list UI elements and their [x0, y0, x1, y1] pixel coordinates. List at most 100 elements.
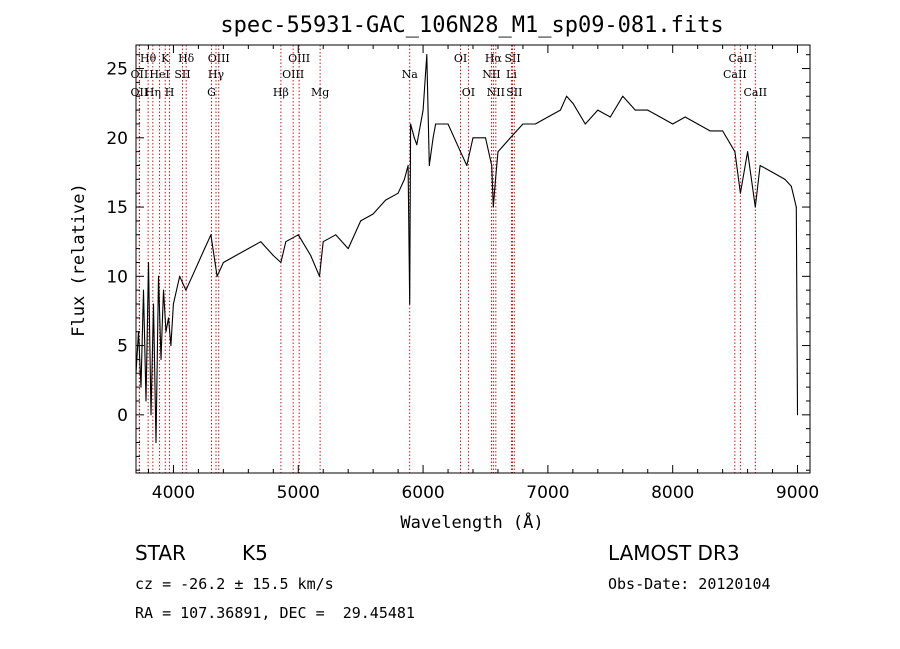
- data-point: [426, 54, 428, 56]
- y-tick-label: 20: [106, 129, 128, 149]
- line-marker-label-27: CaII: [743, 86, 767, 99]
- data-point: [160, 358, 162, 360]
- x-tick-label: 5000: [277, 483, 320, 503]
- data-point: [150, 414, 152, 416]
- data-point: [163, 289, 164, 291]
- data-point: [191, 275, 193, 277]
- x-tick-label: 8000: [651, 483, 694, 503]
- obs-date: Obs-Date: 20120104: [608, 575, 771, 593]
- data-point: [634, 109, 636, 111]
- data-point: [492, 206, 494, 208]
- object-subclass: K5: [242, 541, 268, 565]
- data-point: [145, 400, 147, 402]
- data-point: [509, 137, 511, 139]
- line-marker-label-3: K: [161, 52, 170, 65]
- line-marker-label-7: Hδ: [178, 52, 195, 65]
- x-axis-label: Wavelength (Å): [400, 511, 543, 533]
- line-marker-label-5: Hη: [145, 86, 161, 99]
- line-marker-label-8: SII: [174, 68, 190, 81]
- data-point: [413, 137, 415, 139]
- data-point: [497, 151, 499, 153]
- data-point: [272, 255, 274, 256]
- data-point: [168, 317, 169, 319]
- data-point: [495, 178, 496, 180]
- data-point: [622, 95, 624, 97]
- data-point: [566, 95, 568, 97]
- data-point: [547, 116, 549, 118]
- redshift-cz: cz = -26.2 ± 15.5 km/s: [135, 575, 334, 593]
- data-point: [148, 262, 149, 263]
- data-point: [222, 262, 224, 263]
- data-point: [155, 442, 157, 443]
- line-marker-label-20: NII: [482, 68, 500, 81]
- data-point: [204, 248, 206, 250]
- data-point: [407, 165, 409, 166]
- data-point: [310, 255, 312, 256]
- data-point: [722, 130, 724, 132]
- x-axis-ticks: 4000 5000 6000 7000 8000 9000: [147, 45, 819, 503]
- data-point: [170, 345, 172, 347]
- data-point: [684, 116, 686, 118]
- data-point: [772, 171, 774, 173]
- x-tick-label: 7000: [526, 483, 569, 503]
- data-point: [403, 178, 405, 180]
- line-marker-label-12: Hβ: [273, 86, 289, 99]
- data-point: [153, 303, 154, 305]
- data-point: [372, 213, 374, 215]
- data-point: [472, 137, 474, 139]
- data-point: [285, 241, 287, 243]
- data-point: [734, 151, 736, 153]
- data-point: [584, 123, 586, 125]
- data-point: [280, 262, 282, 263]
- data-point: [322, 241, 324, 243]
- data-point: [165, 331, 167, 333]
- data-point: [534, 123, 536, 125]
- line-marker-label-18: OI: [462, 86, 475, 99]
- line-marker-label-6: H: [165, 86, 175, 99]
- data-point: [409, 303, 411, 305]
- data-point: [172, 303, 174, 305]
- x-tick-label: 6000: [401, 483, 444, 503]
- data-point: [143, 289, 144, 291]
- x-tick-label: 9000: [776, 483, 819, 503]
- line-marker-label-22: SII: [504, 52, 520, 65]
- data-point: [559, 109, 561, 111]
- data-point: [672, 123, 674, 125]
- data-point: [659, 116, 661, 118]
- data-point: [485, 137, 486, 139]
- data-point: [739, 192, 741, 194]
- survey-name: LAMOST DR3: [608, 541, 740, 565]
- data-point: [784, 178, 786, 180]
- line-marker-label-21: NII: [487, 86, 505, 99]
- data-point: [790, 185, 792, 187]
- data-point: [260, 241, 262, 243]
- y-axis-label: Flux (relative): [69, 183, 89, 337]
- data-point: [466, 165, 468, 166]
- y-tick-label: 10: [106, 267, 128, 287]
- data-point: [447, 123, 449, 125]
- data-point: [609, 116, 611, 118]
- data-point: [432, 137, 434, 139]
- data-point: [216, 275, 218, 277]
- line-marker-label-23: Li: [506, 68, 517, 81]
- data-point: [158, 275, 159, 277]
- line-marker-label-17: OI: [454, 52, 467, 65]
- data-point: [347, 248, 349, 250]
- data-point: [491, 165, 493, 166]
- line-marker-label-10: Hγ: [208, 68, 225, 81]
- data-point: [797, 414, 798, 416]
- object-class: STAR: [135, 541, 186, 565]
- data-point: [572, 102, 574, 104]
- plot-frame: [135, 44, 811, 474]
- data-point: [416, 144, 418, 146]
- y-tick-label: 25: [106, 60, 128, 80]
- data-point: [647, 109, 649, 111]
- data-point: [428, 165, 430, 166]
- data-point: [319, 275, 320, 277]
- y-axis-ticks: 0 5 10 15 20 25: [106, 54, 810, 471]
- data-point: [697, 123, 699, 125]
- data-point: [335, 234, 337, 236]
- data-point: [410, 123, 412, 125]
- line-marker-label-4: HeI: [149, 68, 169, 81]
